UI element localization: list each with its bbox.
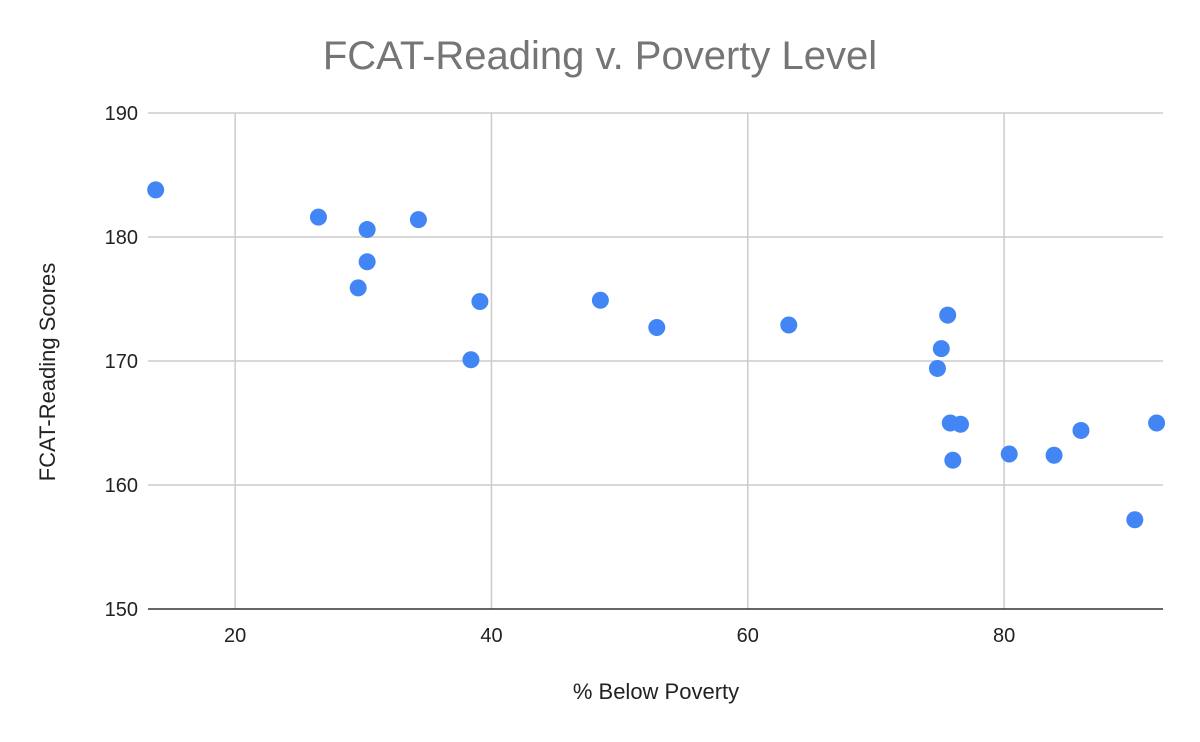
y-tick-label: 170 xyxy=(105,351,138,373)
x-tick-label: 40 xyxy=(480,625,502,647)
data-point xyxy=(932,340,950,358)
data-point xyxy=(349,279,367,297)
axes: 150 160 170 180 190 20 40 60 80 xyxy=(105,103,1163,647)
x-axis-label: % Below Poverty xyxy=(573,679,739,704)
data-point xyxy=(358,253,376,271)
data-point xyxy=(1148,414,1166,432)
x-tick-label: 60 xyxy=(737,625,759,647)
data-point xyxy=(591,291,609,309)
data-point xyxy=(928,359,946,377)
data-point xyxy=(1126,511,1144,529)
data-point xyxy=(952,415,970,433)
data-point xyxy=(1045,446,1063,464)
data-point xyxy=(309,208,327,226)
data-point xyxy=(939,306,957,324)
grid xyxy=(148,112,1163,609)
data-points xyxy=(147,181,1166,529)
data-point xyxy=(1000,445,1018,463)
x-tick-label: 20 xyxy=(224,625,246,647)
data-point xyxy=(944,451,962,469)
data-point xyxy=(471,292,489,310)
y-tick-label: 180 xyxy=(105,227,138,249)
data-point xyxy=(462,351,480,369)
data-point xyxy=(1072,421,1090,439)
x-tick-label: 80 xyxy=(993,625,1015,647)
y-tick-label: 190 xyxy=(105,103,138,125)
data-point xyxy=(409,211,427,229)
chart-title: FCAT-Reading v. Poverty Level xyxy=(323,34,877,78)
data-point xyxy=(648,319,666,337)
y-tick-label: 150 xyxy=(105,599,138,621)
data-point xyxy=(780,316,798,334)
data-point xyxy=(358,221,376,239)
y-tick-label: 160 xyxy=(105,475,138,497)
data-point xyxy=(147,181,165,199)
y-axis-label: FCAT-Reading Scores xyxy=(35,263,60,481)
